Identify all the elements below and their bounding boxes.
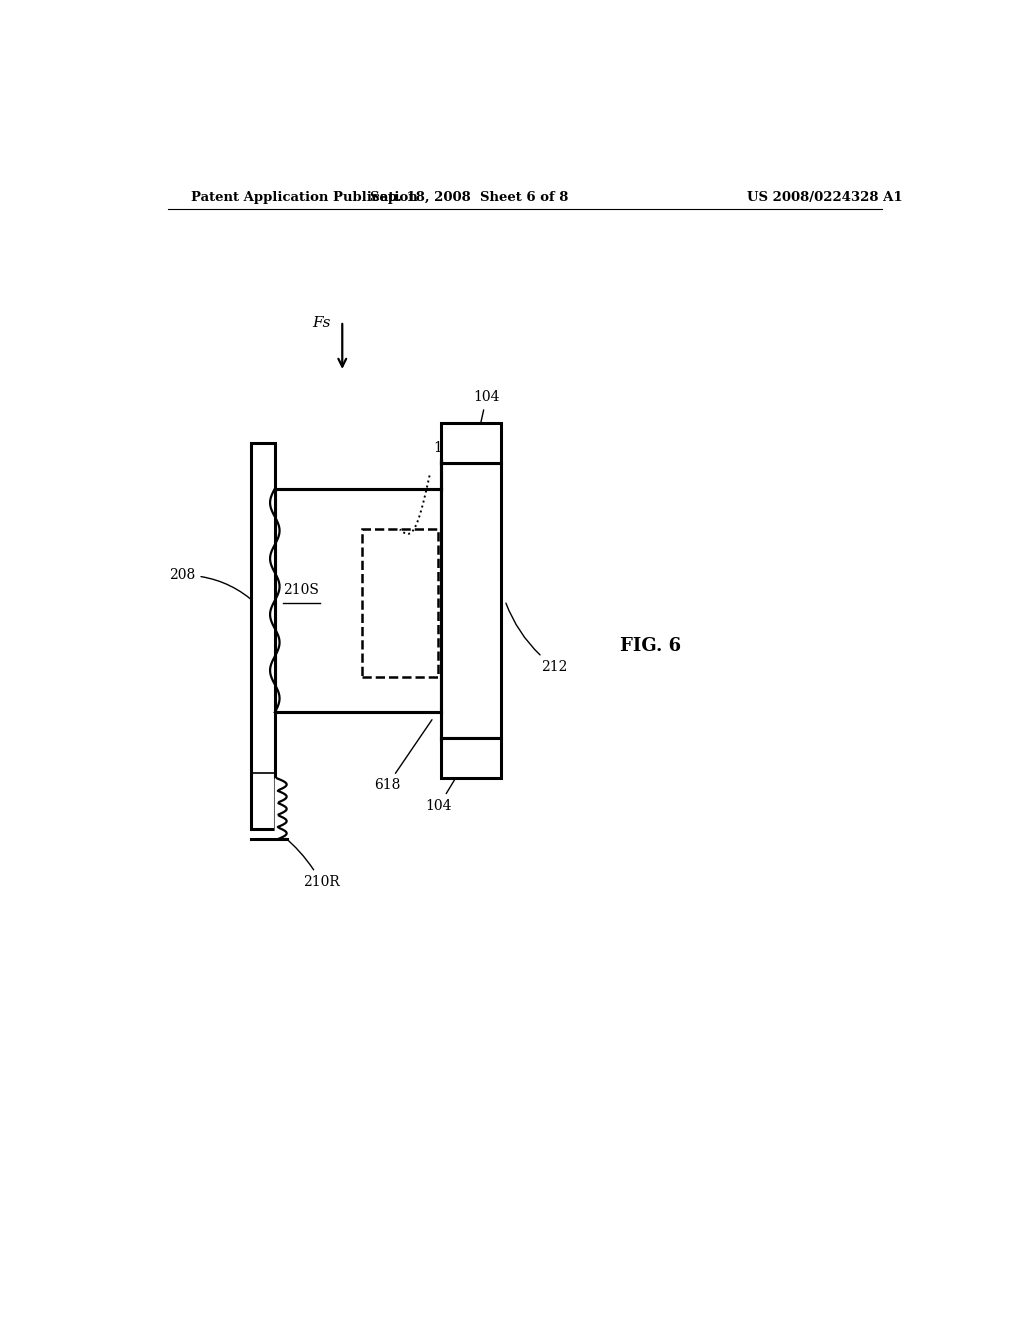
Bar [441, 463, 501, 738]
Text: Patent Application Publication: Patent Application Publication [191, 190, 418, 203]
Text: 106: 106 [433, 441, 460, 455]
Text: FIG. 6: FIG. 6 [620, 638, 681, 655]
Text: 210R: 210R [284, 836, 339, 888]
Text: Sep. 18, 2008  Sheet 6 of 8: Sep. 18, 2008 Sheet 6 of 8 [370, 190, 568, 203]
Text: 212: 212 [506, 603, 567, 673]
Text: 618: 618 [374, 719, 432, 792]
Text: 104: 104 [473, 391, 500, 436]
Text: Fs: Fs [312, 315, 331, 330]
Text: 210S: 210S [283, 583, 318, 598]
Bar [441, 738, 501, 779]
Bar [362, 529, 437, 677]
Bar [274, 488, 441, 713]
Text: US 2008/0224328 A1: US 2008/0224328 A1 [748, 190, 902, 203]
Bar [251, 444, 274, 829]
Text: 208: 208 [169, 568, 256, 603]
Text: 104: 104 [426, 764, 464, 813]
Bar [441, 422, 501, 463]
